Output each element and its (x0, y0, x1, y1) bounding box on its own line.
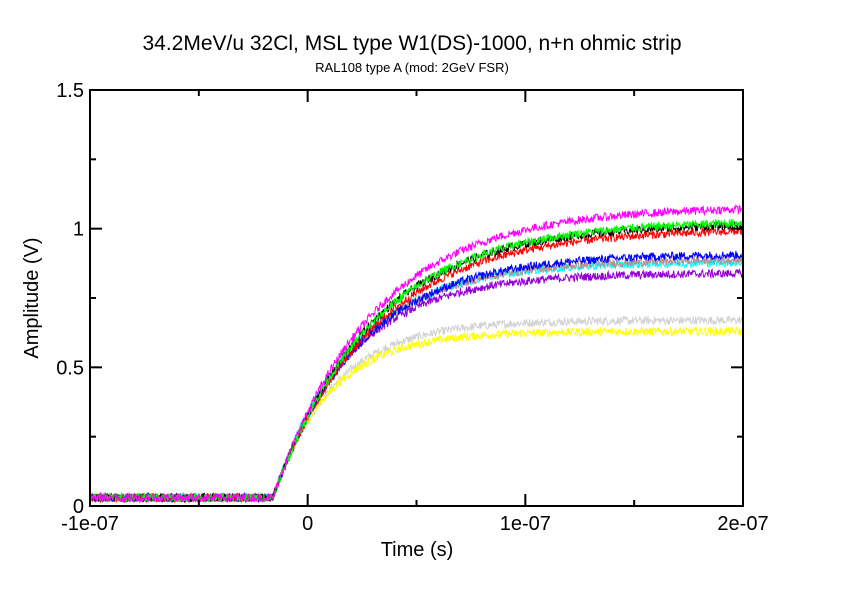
chart-subtitle: RAL108 type A (mod: 2GeV FSR) (315, 60, 509, 75)
series-line-9 (89, 325, 744, 504)
series-group (89, 204, 744, 504)
chart-title: 34.2MeV/u 32Cl, MSL type W1(DS)-1000, n+… (142, 32, 681, 55)
y-axis-label: Amplitude (V) (21, 237, 43, 358)
series-line-6 (89, 257, 744, 504)
x-axis-label: Time (s) (381, 539, 454, 561)
series-line-0 (89, 204, 744, 504)
y-tick-label: 1.5 (56, 80, 84, 102)
y-tick-label: 0.5 (56, 357, 84, 379)
y-tick-label: 1 (73, 219, 84, 241)
y-tick-label: 0 (73, 496, 84, 518)
x-tick-label: 1e-07 (500, 513, 551, 535)
series-line-3 (89, 225, 744, 504)
x-tick-label: -1e-07 (61, 513, 119, 535)
x-tick-label: 2e-07 (717, 513, 768, 535)
plot-frame (89, 89, 744, 507)
x-tick-label: 0 (302, 513, 313, 535)
